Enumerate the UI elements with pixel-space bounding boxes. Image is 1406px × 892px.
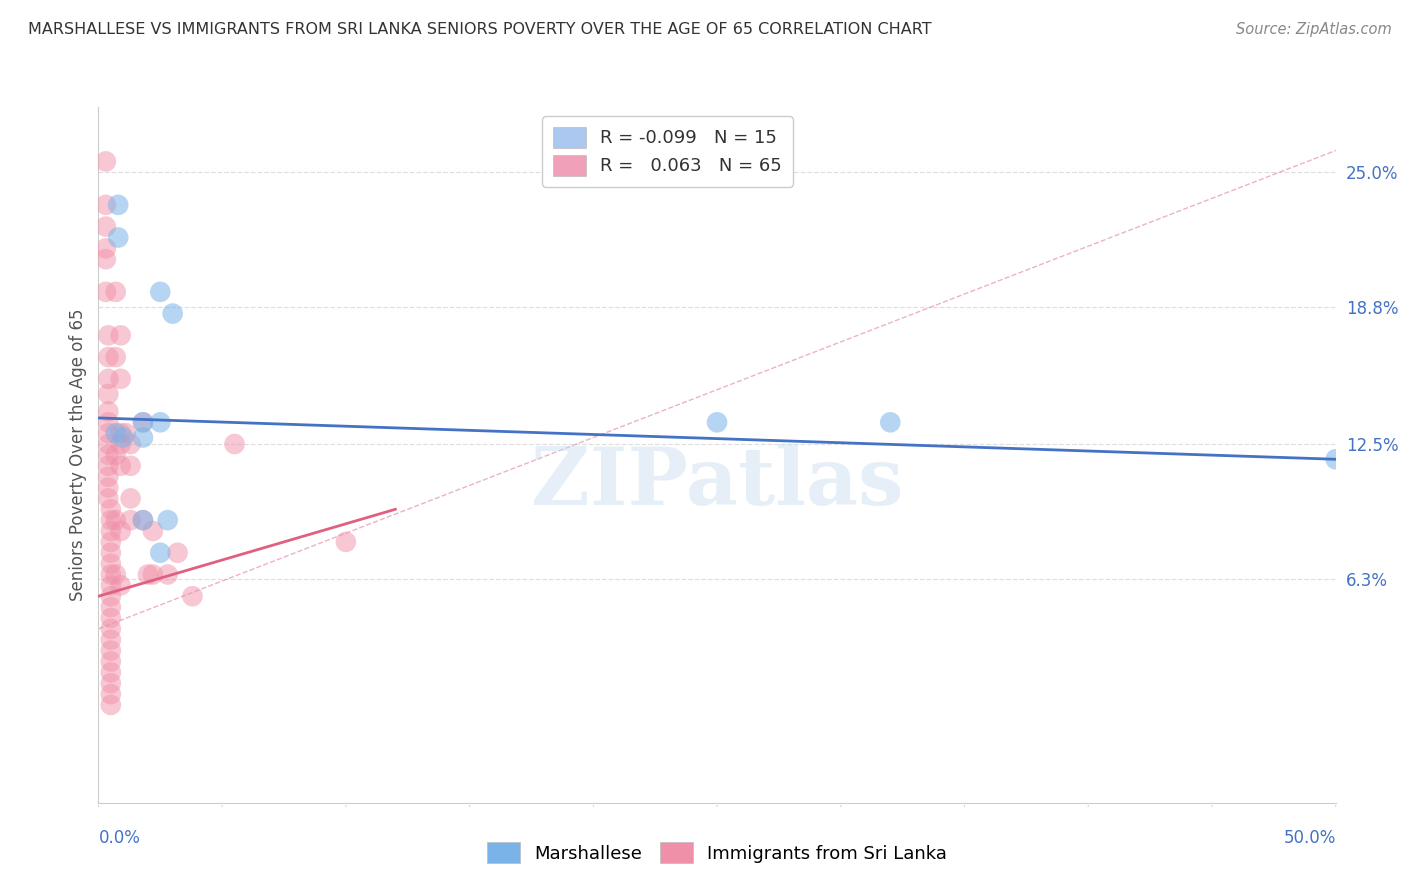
Point	[100, 632, 122, 647]
Point	[132, 430, 155, 444]
Point	[181, 589, 204, 603]
Point	[100, 502, 122, 516]
Point	[156, 513, 179, 527]
Point	[120, 458, 142, 473]
Point	[100, 687, 122, 701]
Point	[100, 600, 122, 615]
Point	[149, 546, 172, 560]
Point	[100, 655, 122, 669]
Point	[97, 437, 120, 451]
Point	[97, 469, 120, 483]
Point	[107, 230, 129, 244]
Point	[110, 458, 132, 473]
Point	[97, 458, 120, 473]
Point	[100, 567, 122, 582]
Point	[879, 415, 901, 429]
Point	[94, 154, 117, 169]
Point	[100, 589, 122, 603]
Point	[104, 567, 127, 582]
Point	[97, 328, 120, 343]
Point	[335, 534, 357, 549]
Point	[94, 198, 117, 212]
Point	[132, 513, 155, 527]
Point	[110, 578, 132, 592]
Point	[112, 430, 135, 444]
Point	[104, 426, 127, 441]
Point	[100, 524, 122, 538]
Point	[100, 578, 122, 592]
Point	[162, 307, 184, 321]
Point	[104, 285, 127, 299]
Point	[104, 448, 127, 462]
Point	[142, 524, 165, 538]
Point	[706, 415, 728, 429]
Point	[132, 415, 155, 429]
Point	[100, 546, 122, 560]
Point	[166, 546, 188, 560]
Point	[132, 513, 155, 527]
Point	[97, 387, 120, 401]
Text: ZIPatlas: ZIPatlas	[531, 443, 903, 522]
Point	[120, 437, 142, 451]
Text: MARSHALLESE VS IMMIGRANTS FROM SRI LANKA SENIORS POVERTY OVER THE AGE OF 65 CORR: MARSHALLESE VS IMMIGRANTS FROM SRI LANKA…	[28, 22, 932, 37]
Point	[100, 622, 122, 636]
Point	[120, 513, 142, 527]
Point	[94, 241, 117, 255]
Point	[100, 557, 122, 571]
Point	[97, 372, 120, 386]
Y-axis label: Seniors Poverty Over the Age of 65: Seniors Poverty Over the Age of 65	[69, 309, 87, 601]
Point	[97, 350, 120, 364]
Point	[97, 426, 120, 441]
Point	[97, 404, 120, 418]
Point	[114, 426, 136, 441]
Point	[149, 285, 172, 299]
Point	[100, 643, 122, 657]
Point	[94, 252, 117, 267]
Point	[97, 415, 120, 429]
Point	[120, 491, 142, 506]
Legend: Marshallese, Immigrants from Sri Lanka: Marshallese, Immigrants from Sri Lanka	[479, 835, 955, 871]
Point	[149, 415, 172, 429]
Point	[132, 415, 155, 429]
Point	[97, 491, 120, 506]
Text: 0.0%: 0.0%	[98, 829, 141, 847]
Point	[97, 448, 120, 462]
Point	[94, 285, 117, 299]
Point	[107, 198, 129, 212]
Point	[110, 372, 132, 386]
Point	[224, 437, 246, 451]
Point	[110, 437, 132, 451]
Point	[100, 665, 122, 680]
Point	[100, 534, 122, 549]
Point	[100, 676, 122, 690]
Point	[100, 611, 122, 625]
Point	[110, 426, 132, 441]
Point	[100, 698, 122, 712]
Point	[110, 328, 132, 343]
Point	[1324, 452, 1347, 467]
Text: Source: ZipAtlas.com: Source: ZipAtlas.com	[1236, 22, 1392, 37]
Text: 50.0%: 50.0%	[1284, 829, 1336, 847]
Point	[100, 513, 122, 527]
Point	[104, 350, 127, 364]
Point	[136, 567, 159, 582]
Point	[156, 567, 179, 582]
Point	[104, 513, 127, 527]
Point	[110, 524, 132, 538]
Point	[142, 567, 165, 582]
Point	[97, 481, 120, 495]
Point	[94, 219, 117, 234]
